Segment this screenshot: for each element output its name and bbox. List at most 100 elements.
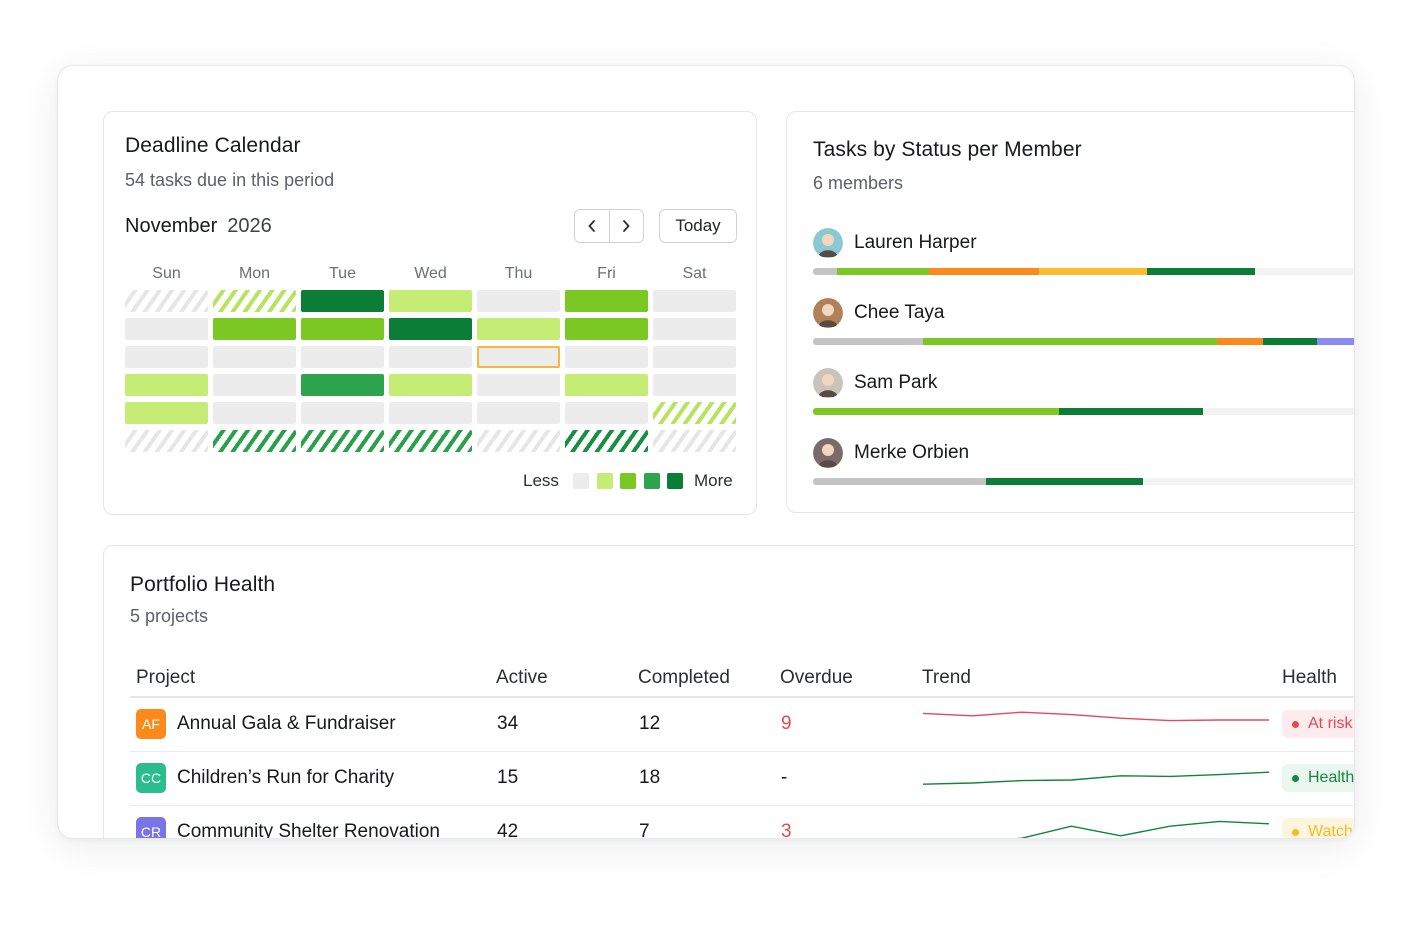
- calendar-day-outside-month[interactable]: [653, 430, 736, 452]
- trend-line: [1015, 820, 1270, 838]
- status-segment-dark[interactable]: [1262, 338, 1317, 345]
- health-badge: Watch: [1282, 818, 1354, 839]
- deadline-calendar-card: Deadline Calendar 54 tasks due in this p…: [103, 111, 757, 515]
- status-segment-gray[interactable]: [813, 268, 837, 275]
- calendar-day[interactable]: [653, 318, 736, 340]
- trend-sparkline: [922, 771, 1270, 785]
- calendar-day[interactable]: [477, 402, 560, 424]
- status-segment-orange[interactable]: [1217, 338, 1263, 345]
- column-header-trend[interactable]: Trend: [922, 667, 971, 688]
- health-badge: At risk: [1282, 710, 1354, 738]
- calendar-day[interactable]: [389, 318, 472, 340]
- project-name[interactable]: Children’s Run for Charity: [177, 767, 395, 788]
- calendar-day[interactable]: [565, 374, 648, 396]
- member-row[interactable]: Merke Orbien: [813, 438, 1354, 488]
- avatar: [813, 298, 843, 328]
- legend-swatch: [596, 473, 613, 489]
- tasks-by-status-card: Tasks by Status per Member 6 members Lau…: [786, 111, 1354, 513]
- calendar-day[interactable]: [477, 374, 560, 396]
- prev-month-button[interactable]: [575, 210, 609, 242]
- calendar-subtitle: 54 tasks due in this period: [125, 170, 335, 190]
- person-icon: [813, 298, 843, 328]
- status-segment-purple[interactable]: [1316, 338, 1354, 345]
- today-button[interactable]: Today: [659, 209, 737, 243]
- calendar-day[interactable]: [213, 318, 296, 340]
- status-segment-dark[interactable]: [1059, 408, 1203, 415]
- calendar-day[interactable]: [301, 346, 384, 368]
- calendar-day-outside-month[interactable]: [477, 430, 560, 452]
- calendar-day[interactable]: [477, 318, 560, 340]
- project-name[interactable]: Community Shelter Renovation: [177, 821, 440, 839]
- active-count: 15: [497, 767, 519, 788]
- status-dot-icon: [1292, 720, 1299, 728]
- health-label: Watch: [1308, 823, 1353, 839]
- calendar-day-outside-month[interactable]: [125, 290, 208, 312]
- calendar-day[interactable]: [213, 374, 296, 396]
- month-name: November: [125, 215, 218, 237]
- calendar-day[interactable]: [389, 290, 472, 312]
- active-count: 42: [497, 821, 519, 839]
- status-segment-orange[interactable]: [928, 268, 1040, 275]
- calendar-day-outside-month[interactable]: [389, 430, 472, 452]
- avatar: [813, 438, 843, 468]
- column-header-active[interactable]: Active: [496, 667, 548, 688]
- status-dot-icon: [1292, 774, 1299, 782]
- member-name: Sam Park: [854, 372, 938, 393]
- status-bar: [813, 408, 1354, 415]
- column-header-overdue[interactable]: Overdue: [780, 667, 853, 688]
- status-segment-gray[interactable]: [813, 338, 924, 345]
- calendar-day[interactable]: [565, 346, 648, 368]
- calendar-day[interactable]: [125, 374, 208, 396]
- person-icon: [813, 438, 843, 468]
- status-bar: [813, 478, 1354, 485]
- calendar-day[interactable]: [125, 402, 208, 424]
- calendar-day[interactable]: [653, 374, 736, 396]
- status-segment-gray[interactable]: [813, 478, 986, 485]
- weekday-label: Sun: [152, 265, 181, 282]
- health-label: At risk: [1308, 715, 1353, 732]
- status-segment-dark[interactable]: [1146, 268, 1255, 275]
- calendar-day[interactable]: [653, 290, 736, 312]
- trend-sparkline: [922, 711, 1269, 722]
- column-header-health[interactable]: Health: [1282, 667, 1337, 688]
- calendar-day[interactable]: [213, 402, 296, 424]
- member-row[interactable]: Sam Park: [813, 368, 1354, 418]
- calendar-day-today[interactable]: [477, 346, 560, 368]
- calendar-day[interactable]: [125, 346, 208, 368]
- calendar-day[interactable]: [565, 402, 648, 424]
- column-header-completed[interactable]: Completed: [638, 667, 730, 688]
- member-row[interactable]: Lauren Harper: [813, 228, 1354, 278]
- status-segment-dark[interactable]: [985, 478, 1143, 485]
- project-name[interactable]: Annual Gala & Fundraiser: [177, 713, 396, 734]
- calendar-day[interactable]: [301, 374, 384, 396]
- calendar-day[interactable]: [389, 346, 472, 368]
- calendar-day-outside-month[interactable]: [301, 430, 384, 452]
- weekday-label: Thu: [504, 265, 533, 282]
- calendar-day[interactable]: [213, 346, 296, 368]
- calendar-day[interactable]: [301, 402, 384, 424]
- status-segment-green[interactable]: [837, 268, 929, 275]
- calendar-day-outside-month[interactable]: [213, 290, 296, 312]
- calendar-day[interactable]: [477, 290, 560, 312]
- member-row[interactable]: Chee Taya: [813, 298, 1354, 348]
- legend-swatch: [573, 473, 589, 489]
- calendar-day-outside-month[interactable]: [565, 430, 648, 452]
- status-segment-green[interactable]: [813, 408, 1059, 415]
- calendar-day[interactable]: [565, 318, 648, 340]
- avatar: [813, 368, 843, 398]
- status-segment-green[interactable]: [923, 338, 1218, 345]
- calendar-day-outside-month[interactable]: [213, 430, 296, 452]
- calendar-day[interactable]: [125, 318, 208, 340]
- calendar-day[interactable]: [565, 290, 648, 312]
- next-month-button[interactable]: [608, 210, 644, 242]
- calendar-day[interactable]: [301, 318, 384, 340]
- calendar-day[interactable]: [653, 346, 736, 368]
- calendar-day[interactable]: [389, 402, 472, 424]
- weekday-label: Fri: [597, 265, 616, 282]
- calendar-day[interactable]: [389, 374, 472, 396]
- status-segment-yellow[interactable]: [1039, 268, 1147, 275]
- calendar-day-outside-month[interactable]: [125, 430, 208, 452]
- column-header-project[interactable]: Project: [136, 667, 196, 688]
- calendar-day[interactable]: [301, 290, 384, 312]
- calendar-day-outside-month[interactable]: [653, 402, 736, 424]
